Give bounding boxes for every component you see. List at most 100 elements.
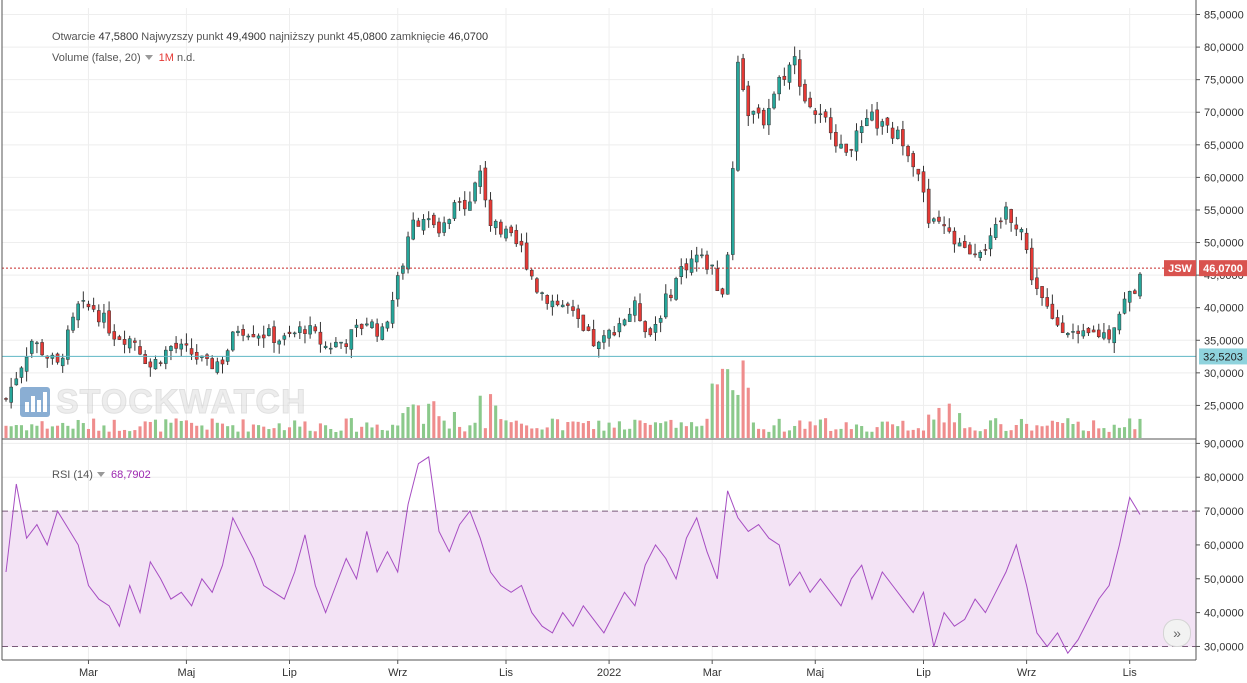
volume-bar (102, 425, 106, 438)
x-tick-label: Lip (282, 667, 297, 678)
candle (906, 145, 910, 157)
scroll-to-latest-button[interactable]: » (1163, 619, 1191, 647)
rsi-label[interactable]: RSI (14) (52, 469, 93, 481)
volume-bar (432, 401, 436, 438)
volume-bar (772, 425, 776, 438)
candle (684, 263, 689, 271)
candle (777, 76, 781, 95)
candle (287, 331, 292, 334)
volume-bar (875, 427, 879, 438)
candle (81, 300, 86, 302)
volume-bar (437, 416, 441, 438)
volume-bar (607, 422, 611, 438)
volume-bar (958, 413, 962, 438)
candle (261, 334, 266, 339)
candle (66, 329, 70, 360)
chevron-down-icon[interactable] (96, 472, 105, 478)
x-tick-label: Mar (79, 667, 98, 678)
candle (29, 340, 34, 354)
candle (133, 340, 137, 343)
volume-bar (963, 428, 967, 438)
volume-bar (365, 422, 369, 438)
ohlc-legend: Otwarcie 47,5800 Najwyzszy punkt 49,4900… (52, 31, 488, 43)
volume-bar (1076, 421, 1080, 438)
volume-bar (159, 431, 163, 438)
volume-bar (458, 426, 462, 438)
candle (581, 314, 586, 331)
volume-bar (1004, 430, 1008, 438)
candle (524, 242, 529, 270)
volume-bar (452, 411, 456, 438)
x-tick-label: Lis (499, 667, 514, 678)
stockwatch-logo-icon (20, 387, 50, 417)
candle (921, 171, 926, 193)
candle (694, 254, 699, 263)
candle (555, 300, 560, 306)
volume-bar (226, 426, 230, 438)
candle (96, 310, 101, 323)
volume-bar (731, 390, 735, 438)
volume-bar (112, 419, 116, 438)
candle (1081, 330, 1086, 337)
candle (1004, 206, 1008, 220)
candle (426, 218, 431, 221)
candle (725, 254, 730, 295)
candle (798, 59, 802, 87)
volume-bar (633, 419, 637, 438)
close-value: 46,0700 (448, 31, 489, 43)
volume-bar (153, 419, 158, 438)
volume-bar (504, 420, 508, 438)
candle (488, 199, 493, 226)
candle (432, 214, 436, 226)
candle (1112, 327, 1117, 344)
candle (457, 201, 462, 203)
open-label: Otwarcie (52, 31, 96, 43)
candle (323, 345, 328, 348)
rsi-band (2, 510, 1196, 647)
volume-bar (1092, 420, 1096, 438)
candle (1055, 317, 1060, 326)
candle (267, 328, 271, 336)
price-tick-label: 55,0000 (1204, 205, 1244, 217)
candle (550, 300, 555, 308)
volume-bar (643, 423, 647, 438)
rsi-tick-label: 60,0000 (1204, 540, 1244, 552)
volume-bar (751, 422, 755, 438)
volume-bar (684, 426, 688, 438)
chevron-down-icon[interactable] (144, 55, 153, 61)
candle (828, 117, 833, 134)
volume-bar (994, 418, 998, 438)
symbol-tag: JSW (1168, 263, 1192, 275)
candle (60, 357, 65, 367)
volume-bar (623, 429, 627, 438)
candle (153, 359, 158, 370)
candle (545, 295, 550, 304)
volume-bar (1071, 423, 1075, 438)
volume-bar (76, 419, 80, 438)
x-tick-label: Maj (806, 667, 824, 678)
candle (679, 266, 684, 277)
volume-bar (1112, 424, 1116, 438)
candle (179, 343, 184, 350)
volume-bar (829, 430, 833, 438)
volume-bar (617, 421, 621, 438)
candle (169, 346, 173, 351)
rsi-tick-label: 70,0000 (1204, 506, 1244, 518)
volume-bar (535, 428, 539, 438)
candle (102, 312, 106, 323)
candle (669, 294, 673, 299)
volume-bar (999, 424, 1003, 438)
x-tick-label: 2022 (597, 667, 621, 678)
volume-bar (329, 428, 333, 438)
candle (509, 226, 513, 234)
rsi-value: 68,7902 (110, 469, 151, 481)
volume-bar (911, 429, 915, 438)
last-price-tag: 46,0700 (1203, 263, 1243, 275)
volume-bar (514, 420, 518, 438)
candle (483, 167, 488, 201)
volume-bar (1019, 418, 1023, 438)
volume-bar (267, 429, 271, 438)
volume-label[interactable]: Volume (false, 20) (52, 52, 141, 64)
volume-bar (880, 421, 884, 438)
